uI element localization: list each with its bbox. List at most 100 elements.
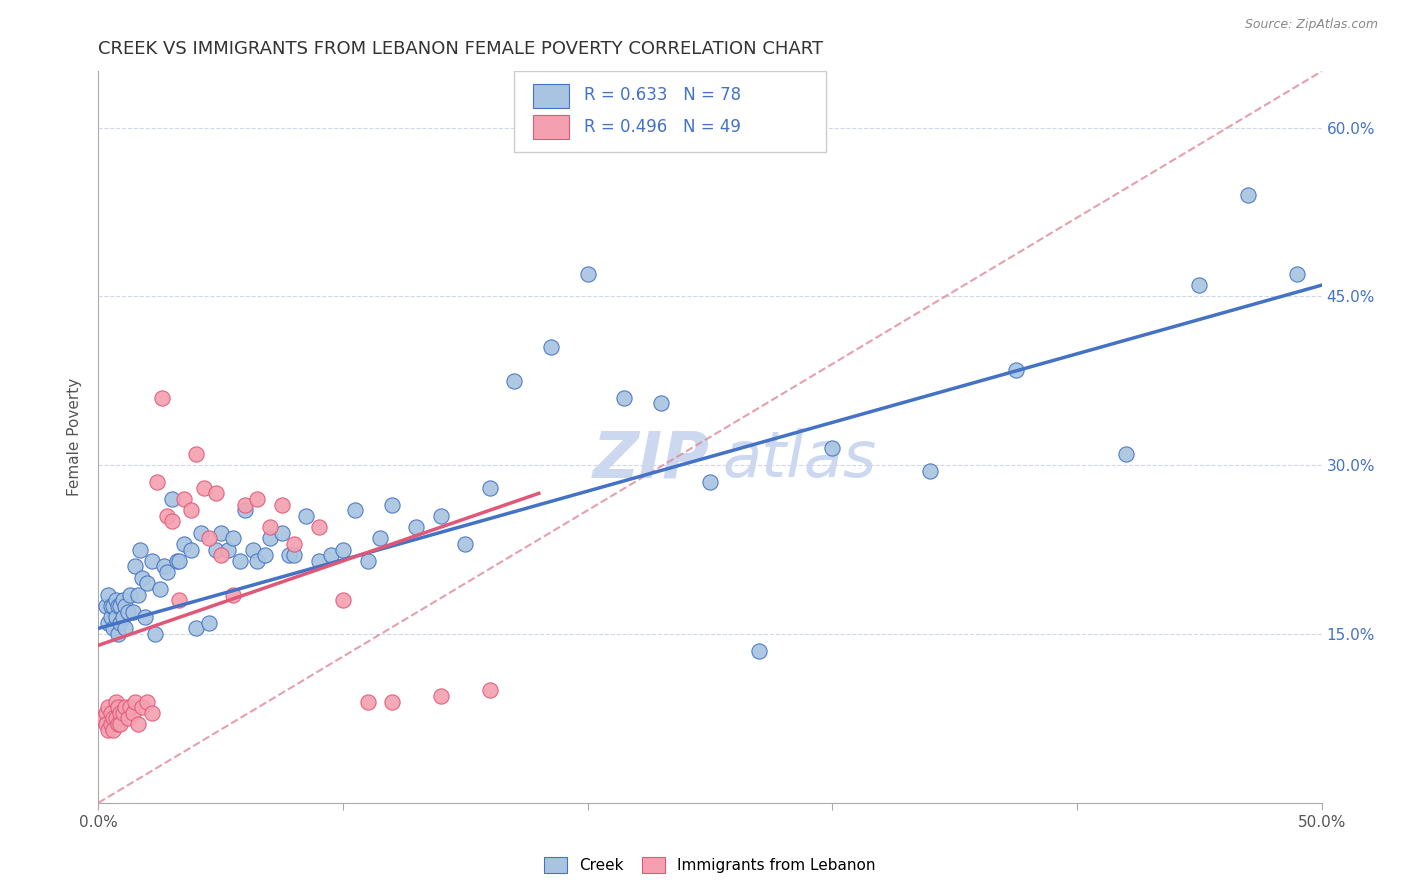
Point <box>650 396 672 410</box>
Point <box>114 700 136 714</box>
Point <box>186 621 208 635</box>
Point <box>111 706 134 720</box>
Point <box>430 689 453 703</box>
Point <box>217 542 239 557</box>
Point <box>478 481 501 495</box>
Point <box>100 717 122 731</box>
Point <box>94 599 117 613</box>
Point <box>149 582 172 596</box>
Point <box>699 475 721 489</box>
Point <box>613 391 636 405</box>
Point <box>270 525 294 540</box>
Point <box>1188 278 1211 293</box>
Point <box>110 706 132 720</box>
Point <box>97 723 120 737</box>
Point <box>242 542 264 557</box>
Point <box>143 627 166 641</box>
Point <box>107 700 129 714</box>
Point <box>246 491 269 506</box>
Point <box>101 711 124 725</box>
Point <box>205 542 228 557</box>
Point <box>100 599 122 613</box>
Point <box>356 694 378 708</box>
Point <box>180 503 202 517</box>
Point <box>110 717 132 731</box>
Point <box>1237 188 1260 202</box>
Point <box>100 706 122 720</box>
Point <box>540 340 562 354</box>
Point <box>97 615 120 630</box>
Point <box>136 694 159 708</box>
Point <box>197 532 219 546</box>
Point <box>156 565 179 579</box>
Point <box>97 588 120 602</box>
Point <box>101 621 124 635</box>
Point <box>124 559 146 574</box>
Point <box>356 554 378 568</box>
Point <box>186 447 208 461</box>
Point <box>114 621 136 635</box>
Point <box>246 554 269 568</box>
Point <box>136 576 159 591</box>
Point <box>173 491 195 506</box>
Point <box>283 537 305 551</box>
Point <box>295 508 318 523</box>
Point <box>430 508 453 523</box>
Point <box>209 525 232 540</box>
Point <box>332 593 354 607</box>
Text: atlas: atlas <box>723 428 876 490</box>
Point <box>209 548 232 562</box>
Point <box>205 486 228 500</box>
Point <box>920 464 942 478</box>
Point <box>190 525 212 540</box>
Point <box>308 520 330 534</box>
Point <box>405 520 427 534</box>
Text: Source: ZipAtlas.com: Source: ZipAtlas.com <box>1244 18 1378 31</box>
Point <box>124 694 146 708</box>
Point <box>107 599 129 613</box>
Point <box>110 599 132 613</box>
Point <box>94 706 117 720</box>
Point <box>166 554 188 568</box>
Point <box>193 481 215 495</box>
Point <box>167 593 190 607</box>
Point <box>503 374 526 388</box>
Point <box>104 694 127 708</box>
Point <box>454 537 477 551</box>
Point <box>332 542 354 557</box>
Point <box>100 610 122 624</box>
Point <box>229 554 252 568</box>
Point <box>283 548 305 562</box>
Point <box>131 571 153 585</box>
Text: CREEK VS IMMIGRANTS FROM LEBANON FEMALE POVERTY CORRELATION CHART: CREEK VS IMMIGRANTS FROM LEBANON FEMALE … <box>98 40 824 58</box>
Point <box>748 644 770 658</box>
Point <box>270 498 294 512</box>
Point <box>121 605 143 619</box>
FancyBboxPatch shape <box>533 84 569 108</box>
Point <box>308 554 330 568</box>
Point <box>160 491 183 506</box>
Point <box>1115 447 1137 461</box>
Point <box>368 532 391 546</box>
Point <box>576 267 599 281</box>
Point <box>120 700 142 714</box>
Point <box>104 711 127 725</box>
Point <box>111 610 134 624</box>
Point <box>197 615 219 630</box>
Point <box>117 605 139 619</box>
Point <box>381 498 404 512</box>
Point <box>821 442 844 456</box>
Legend: Creek, Immigrants from Lebanon: Creek, Immigrants from Lebanon <box>538 851 882 880</box>
Point <box>478 683 501 698</box>
Text: R = 0.496   N = 49: R = 0.496 N = 49 <box>583 118 741 136</box>
Point <box>129 542 152 557</box>
FancyBboxPatch shape <box>533 115 569 139</box>
Point <box>127 588 149 602</box>
Point <box>381 694 404 708</box>
FancyBboxPatch shape <box>515 71 827 152</box>
Point <box>117 711 139 725</box>
Point <box>107 627 129 641</box>
Point <box>278 548 301 562</box>
Point <box>156 508 179 523</box>
Point <box>173 537 195 551</box>
